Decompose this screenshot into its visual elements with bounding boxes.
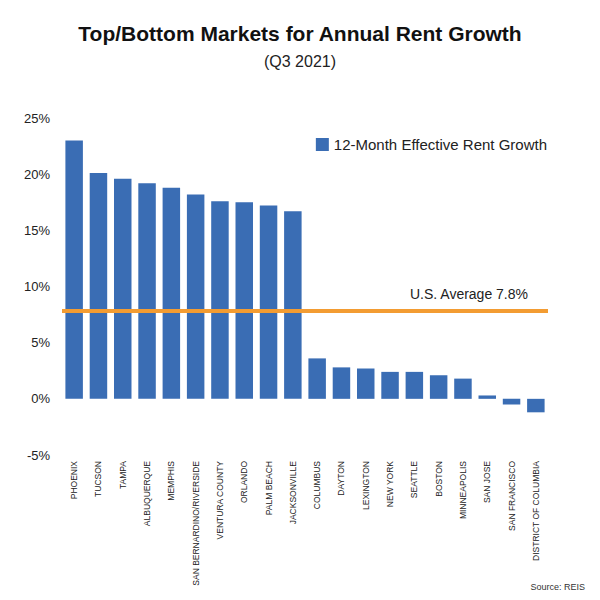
svg-text:U.S. Average 7.8%: U.S. Average 7.8%	[410, 286, 528, 302]
svg-text:12-Month Effective Rent Growth: 12-Month Effective Rent Growth	[334, 136, 547, 153]
svg-text:NEW YORK: NEW YORK	[385, 461, 395, 507]
svg-text:TAMPA: TAMPA	[118, 461, 128, 489]
svg-text:20%: 20%	[24, 167, 50, 182]
svg-text:SAN BERNARDINO/RIVERSIDE: SAN BERNARDINO/RIVERSIDE	[191, 461, 201, 586]
svg-text:SAN JOSE: SAN JOSE	[482, 461, 492, 503]
svg-text:JACKSONVILLE: JACKSONVILLE	[288, 461, 298, 525]
svg-text:DAYTON: DAYTON	[336, 461, 346, 496]
svg-text:-5%: -5%	[27, 448, 51, 463]
svg-text:0%: 0%	[31, 391, 50, 406]
svg-text:Top/Bottom Markets for Annual: Top/Bottom Markets for Annual Rent Growt…	[78, 22, 521, 45]
svg-text:BOSTON: BOSTON	[434, 461, 444, 497]
svg-text:DISTRICT OF COLUMBIA: DISTRICT OF COLUMBIA	[531, 461, 541, 561]
svg-text:Source: REIS: Source: REIS	[530, 582, 585, 592]
svg-text:MINNEAPOLIS: MINNEAPOLIS	[458, 461, 468, 519]
svg-text:5%: 5%	[31, 335, 50, 350]
svg-text:TUCSON: TUCSON	[93, 461, 103, 497]
svg-text:COLUMBUS: COLUMBUS	[312, 461, 322, 510]
svg-text:PALM BEACH: PALM BEACH	[264, 461, 274, 515]
svg-text:10%: 10%	[24, 279, 50, 294]
svg-text:ORLANDO: ORLANDO	[239, 461, 249, 503]
svg-text:ALBUQUERQUE: ALBUQUERQUE	[142, 461, 152, 527]
svg-text:15%: 15%	[24, 223, 50, 238]
svg-text:SEATTLE: SEATTLE	[409, 461, 419, 498]
svg-text:(Q3 2021): (Q3 2021)	[264, 53, 336, 70]
svg-text:LEXINGTON: LEXINGTON	[361, 461, 371, 510]
svg-text:25%: 25%	[24, 111, 50, 126]
svg-text:SAN FRANCISCO: SAN FRANCISCO	[507, 461, 517, 531]
svg-text:VENTURA COUNTY: VENTURA COUNTY	[215, 461, 225, 540]
svg-text:MEMPHIS: MEMPHIS	[166, 461, 176, 501]
svg-text:PHOENIX: PHOENIX	[69, 461, 79, 500]
